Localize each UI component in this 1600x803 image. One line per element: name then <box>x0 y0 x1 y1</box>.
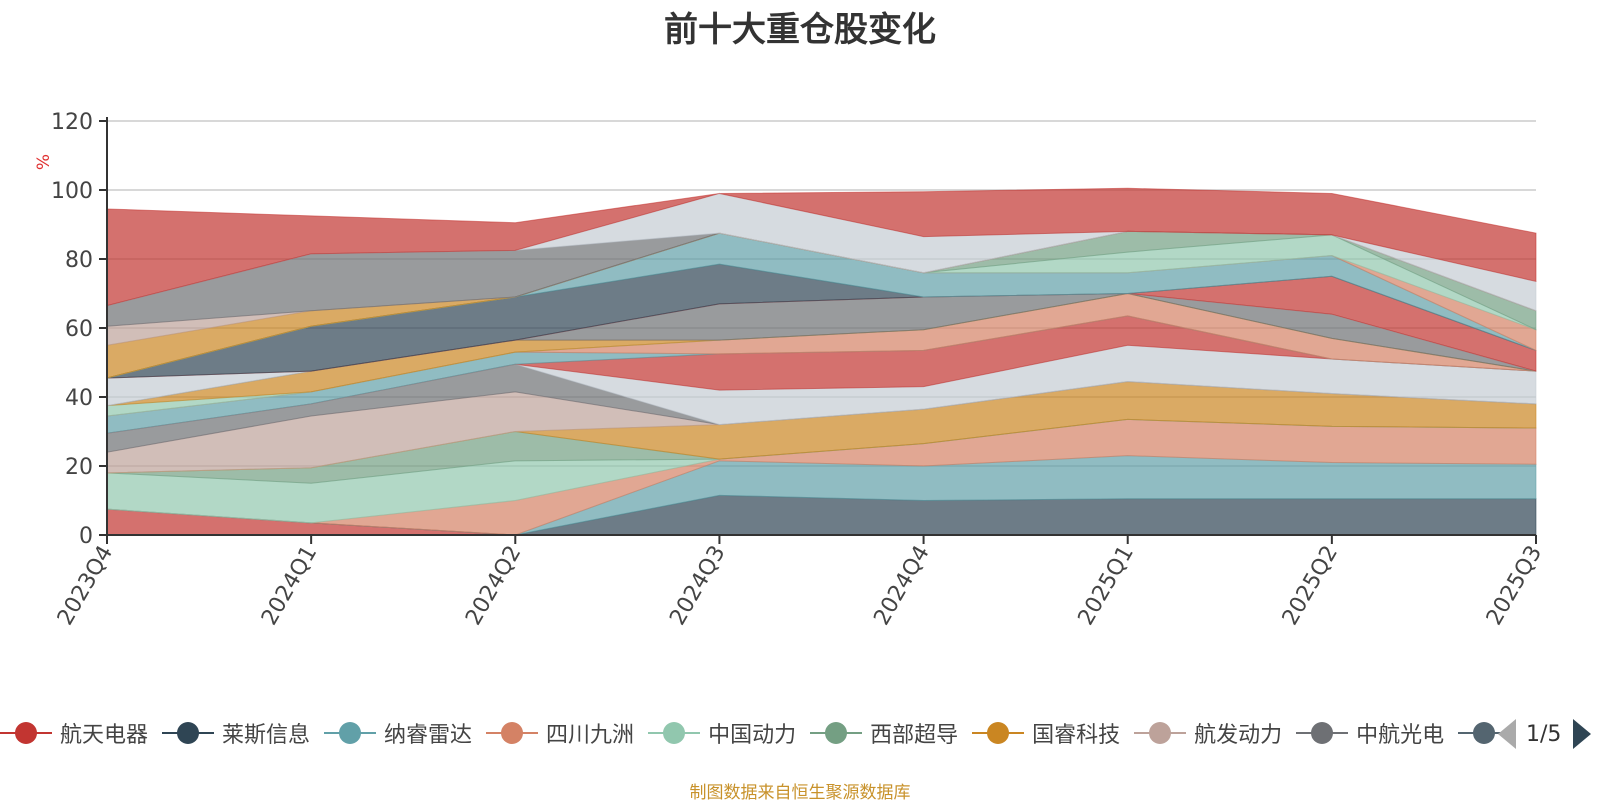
legend-item-2[interactable]: 纳睿雷达 <box>324 716 472 750</box>
y-tick-label: 120 <box>51 110 93 135</box>
legend-page-indicator: 1/5 <box>1526 721 1562 747</box>
legend-label: 国睿科技 <box>1032 723 1121 748</box>
legend-marker-icon <box>1458 721 1508 745</box>
x-tick-label: 2024Q1 <box>257 542 322 630</box>
area-series <box>106 187 1537 536</box>
legend-item-0[interactable]: 航天电器 <box>0 716 148 750</box>
legend-label: 莱斯信息 <box>222 723 311 748</box>
legend-marker-icon <box>0 721 52 745</box>
legend-marker-icon <box>972 721 1025 745</box>
legend-marker-icon <box>648 721 701 745</box>
legend-marker-icon <box>810 721 863 745</box>
y-tick-label: 100 <box>51 179 93 204</box>
legend-marker-icon <box>1134 721 1187 745</box>
chart-title: 前十大重仓股变化 <box>664 10 936 50</box>
legend-marker-icon <box>486 721 539 745</box>
x-tick-label: 2025Q2 <box>1278 542 1343 630</box>
legend-item-1[interactable]: 莱斯信息 <box>162 716 310 750</box>
legend-item-4[interactable]: 中国动力 <box>648 716 796 750</box>
x-tick-label: 2024Q4 <box>869 542 934 630</box>
legend-item-7[interactable]: 航发动力 <box>1134 716 1282 750</box>
legend-label: 航天电器 <box>60 723 149 748</box>
y-tick-label: 20 <box>65 455 93 480</box>
legend-marker-icon <box>1296 721 1349 745</box>
legend-item-3[interactable]: 四川九洲 <box>486 716 634 750</box>
y-tick-label: 0 <box>79 524 93 549</box>
data-source-note: 制图数据来自恒生聚源数据库 <box>689 783 911 803</box>
legend-label: 航发动力 <box>1194 723 1283 748</box>
x-tick-label: 2025Q3 <box>1482 542 1547 630</box>
legend-item-9[interactable]: 紫光国微 <box>1458 716 1508 750</box>
legend-label: 四川九洲 <box>546 723 635 748</box>
legend-label: 中国动力 <box>708 723 797 748</box>
legend-item-5[interactable]: 西部超导 <box>810 716 958 750</box>
legend-label: 中航光电 <box>1356 723 1445 748</box>
legend-pager: 1/5 <box>1498 716 1592 752</box>
x-tick-label: 2023Q4 <box>53 542 118 630</box>
legend-prev-page-button[interactable] <box>1498 719 1516 749</box>
legend-next-page-button[interactable] <box>1573 719 1592 749</box>
legend-label: 纳睿雷达 <box>384 723 473 748</box>
x-tick-label: 2024Q2 <box>461 542 526 630</box>
legend-item-6[interactable]: 国睿科技 <box>972 716 1120 750</box>
y-tick-label: 40 <box>65 386 93 411</box>
chart-legend: 航天电器 莱斯信息 纳睿雷达 四川九洲 中国动力 西部超导 国睿科技 航发动力 中航光电紫光国微… <box>0 716 1508 752</box>
y-tick-label: 80 <box>65 248 93 273</box>
legend-item-8[interactable]: 中航光电 <box>1296 716 1444 750</box>
legend-marker-icon <box>324 721 377 745</box>
y-tick-label: 60 <box>65 317 93 342</box>
legend-marker-icon <box>162 721 215 745</box>
area-chart: 0 20 40 60 80 100 120 2023Q4 2024Q1 2024Q2 2024Q3 2… <box>34 110 1547 630</box>
y-axis-unit-label: % <box>34 154 54 170</box>
series-area-32[interactable] <box>106 187 1537 307</box>
legend-label: 西部超导 <box>870 723 959 748</box>
x-tick-label: 2024Q3 <box>665 542 730 630</box>
x-tick-label: 2025Q1 <box>1074 542 1139 630</box>
